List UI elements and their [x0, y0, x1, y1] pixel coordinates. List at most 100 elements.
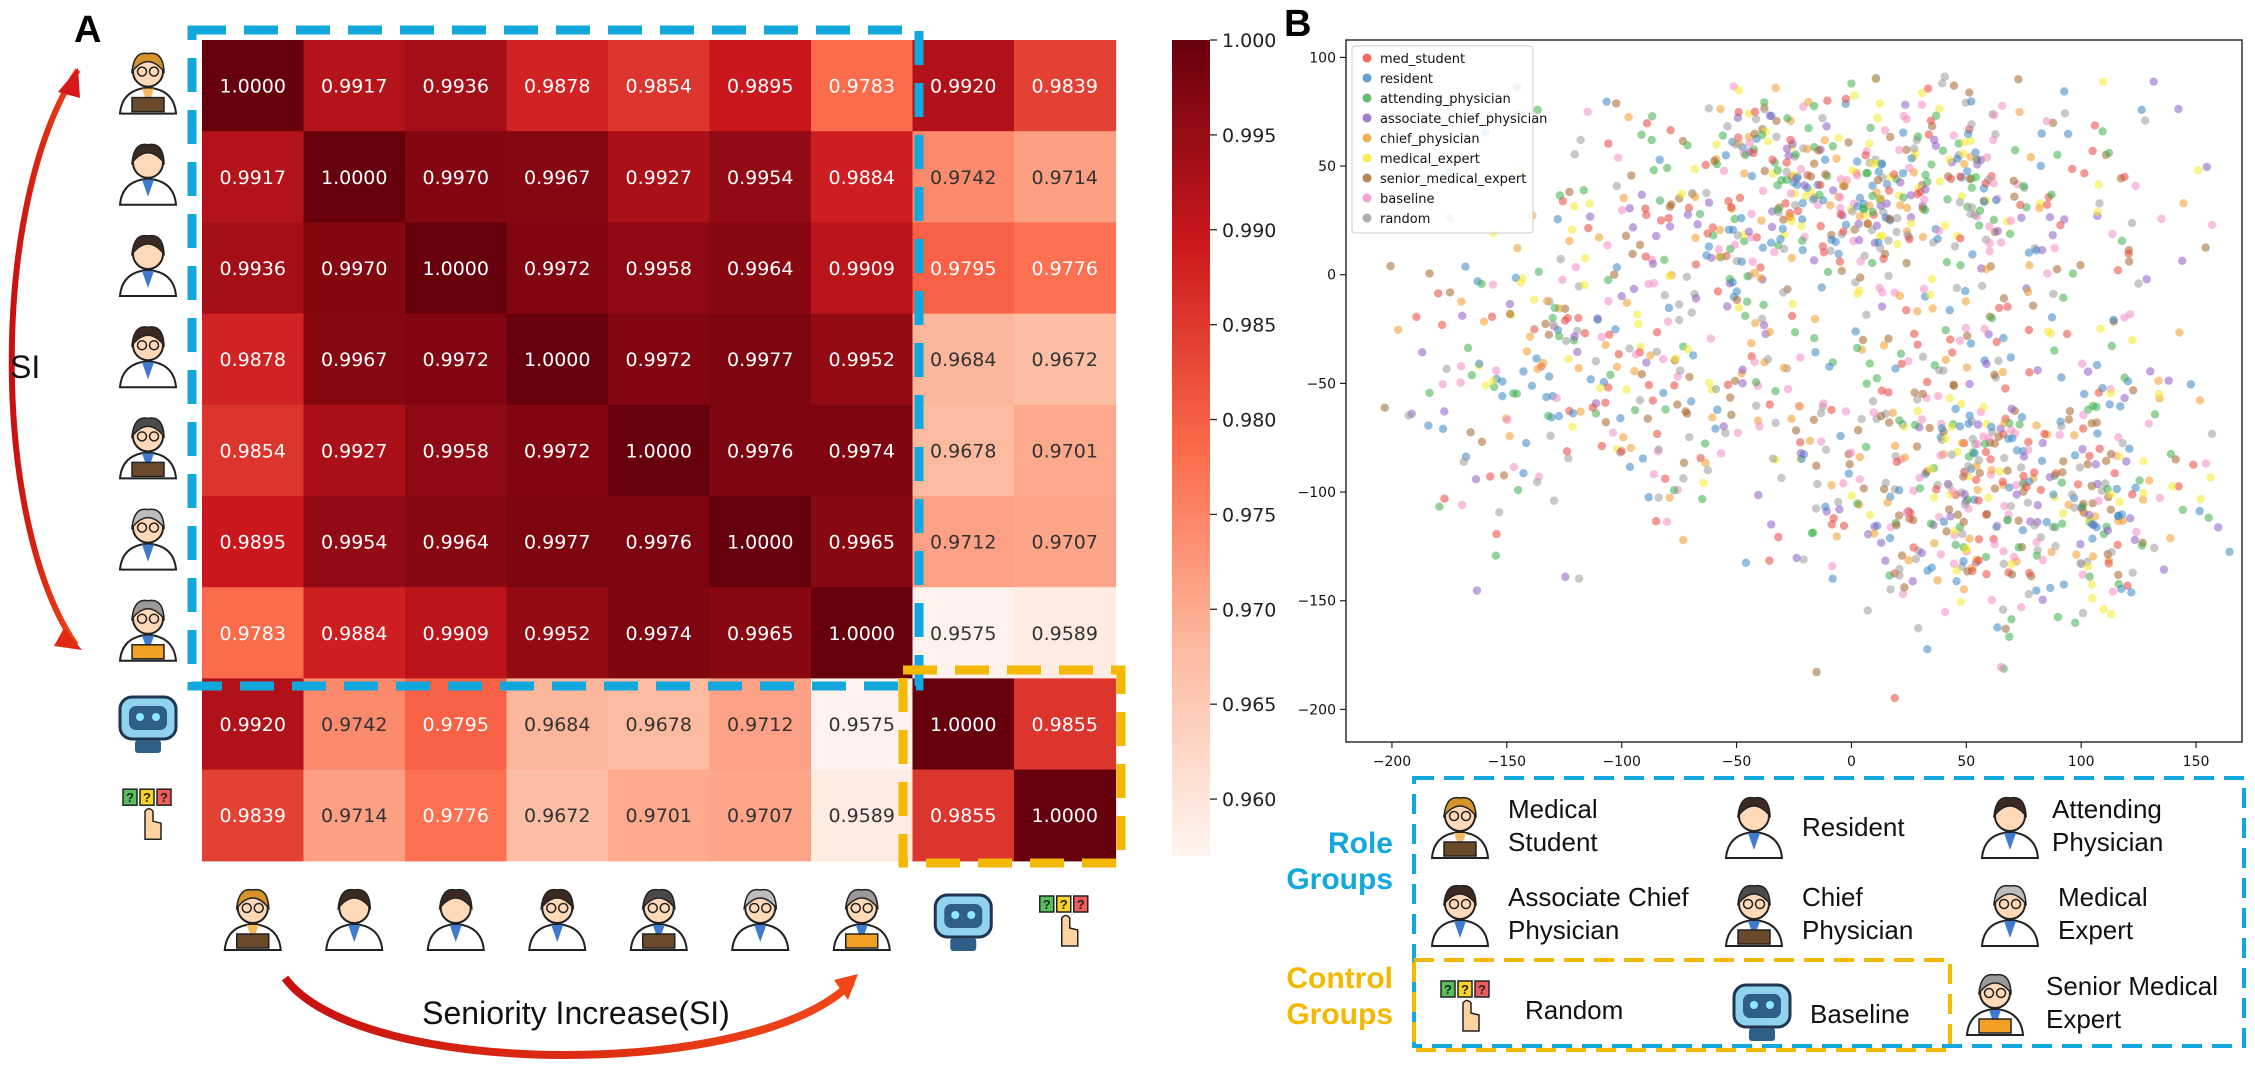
scatter-point-baseline [1990, 539, 2000, 549]
scatter-point-random [1779, 288, 1788, 297]
scatter-point-baseline [1747, 209, 1756, 219]
scatter-point-resident [1927, 563, 1936, 572]
y-tick-label: −100 [1298, 485, 1336, 501]
heatmap-cell [1014, 587, 1117, 679]
heatmap-cell [709, 769, 812, 862]
hair-icon [1443, 796, 1477, 819]
scatter-point-senior-medical-expert [2014, 516, 2023, 525]
scatter-point-random [1570, 150, 1579, 159]
group-key: Role Groups Control Groups MedicalStuden… [1286, 776, 2246, 1052]
scatter-point-resident [1498, 391, 1507, 401]
scatter-point-baseline [1936, 550, 1946, 559]
scatter-point-random [1751, 114, 1761, 124]
scatter-point-attending-physician [1751, 377, 1761, 387]
scatter-point-senior-medical-expert [1499, 471, 1509, 480]
scatter-point-random [1768, 454, 1778, 463]
scatter-point-chief-physician [2138, 495, 2148, 504]
scatter-point-chief-physician [2035, 203, 2044, 213]
scatter-point-medical-expert [1952, 566, 1961, 575]
scatter-point-resident [1737, 257, 1746, 266]
scatter-point-attending-physician [1910, 420, 1920, 430]
scatter-point-baseline [1842, 175, 1852, 185]
scatter-point-attending-physician [2150, 410, 2160, 419]
scatter-point-associate-chief-physician [1719, 422, 1728, 431]
scatter-point-senior-medical-expert [1750, 129, 1759, 138]
heatmap-cell-value: 0.9977 [727, 349, 793, 371]
scatter-point-baseline [1841, 407, 1851, 416]
heatmap-cell [912, 587, 1015, 679]
heatmap-cell-value: 0.9878 [524, 76, 590, 98]
heatmap-cell [405, 40, 508, 132]
scatter-point-medical-expert [1962, 544, 1971, 554]
scatter-point-senior-medical-expert [1859, 484, 1868, 493]
hair-icon [337, 888, 372, 911]
legend-box [1351, 45, 1534, 234]
scatter-point-chief-physician [1747, 339, 1756, 348]
scatter-point-attending-physician [2104, 148, 2114, 158]
scatter-point-baseline [1985, 238, 1994, 248]
robot-body-icon [1749, 1028, 1775, 1041]
scatter-point-attending-physician [1971, 173, 1981, 182]
scatter-point-associate-chief-physician [1881, 556, 1890, 565]
scatter-point-attending-physician [1885, 571, 1894, 580]
scatter-point-associate-chief-physician [2177, 256, 2187, 266]
scatter-point-med-student [2104, 559, 2113, 568]
scatter-point-med-student [1653, 429, 1662, 439]
scatter-point-chief-physician [2026, 153, 2036, 162]
scatter-point-medical-expert [1788, 299, 1797, 309]
scatter-point-med-student [2085, 451, 2094, 461]
scatter-point-med-student [1902, 306, 1911, 315]
scatter-point-attending-physician [2005, 632, 2014, 642]
scatter-point-associate-chief-physician [1946, 512, 1955, 521]
heatmap-cell [811, 496, 914, 588]
scatter-point-medical-expert [1956, 597, 1965, 607]
heatmap-cell [709, 222, 812, 315]
scatter-point-baseline [2006, 216, 2016, 225]
key-role-label-line2: Expert [2058, 915, 2134, 945]
heatmap-cell-value: 0.9972 [423, 349, 489, 371]
scatter-point-chief-physician [1740, 169, 1749, 178]
scatter-point-med-student [1913, 189, 1922, 199]
scatter-point-medical-expert [2046, 329, 2056, 338]
scatter-point-baseline [2131, 181, 2140, 191]
scatter-point-med-student [1750, 107, 1760, 117]
robot-eye-icon [136, 713, 144, 721]
row-icon [118, 599, 178, 662]
row-icon: ??? [122, 788, 172, 840]
scatter-point-random [2134, 279, 2143, 288]
scatter-point-senior-medical-expert [2076, 260, 2085, 270]
heatmap-cell [202, 587, 305, 679]
heatmap-cell [912, 40, 1015, 132]
scatter-point-associate-chief-physician [1965, 379, 1974, 389]
scatter-point-senior-medical-expert [1949, 381, 1959, 391]
panel-b-letter: B [1284, 3, 1311, 45]
heatmap-cell-value: 1.0000 [220, 76, 286, 98]
x-tick-label: 0 [1847, 754, 1856, 770]
glasses-icon [862, 902, 873, 914]
scatter-point-random [1702, 188, 1711, 198]
scatter-point-medical-expert [1984, 493, 1993, 502]
scatter-point-attending-physician [1865, 359, 1875, 368]
scatter-point-random [1733, 231, 1743, 240]
key-role-label: Medical [1508, 794, 1598, 824]
scatter-point-associate-chief-physician [1765, 111, 1775, 120]
scatter-point-chief-physician [1691, 233, 1700, 243]
legend-label: chief_physician [1380, 132, 1480, 147]
heatmap-cell-value: 0.9936 [423, 76, 489, 98]
scatter-point-baseline [1492, 366, 1501, 375]
scatter-point-medical-expert [1945, 155, 1954, 164]
scatter-point-resident [1961, 286, 1970, 296]
scatter-point-baseline [1608, 428, 1618, 437]
heatmap-cell-value: 0.9672 [1032, 349, 1098, 371]
scatter-point-chief-physician [1913, 307, 1922, 316]
scatter-point-resident [1877, 159, 1886, 168]
scatter-point-resident [1593, 315, 1602, 324]
scatter-point-random [1721, 428, 1730, 438]
scatter-ticks: −200 −150 −100 −50 0 50 100 150 100 50 0 −50 −100 −15… [1298, 50, 2210, 770]
scatter-point-med-student [1909, 329, 1919, 338]
scatter-point-med-student [1713, 287, 1723, 296]
scatter-point-attending-physician [1921, 170, 1930, 180]
row-icon [118, 326, 178, 389]
scatter-point-medical-expert [1596, 383, 1605, 393]
colorbar-tick-label: 0.985 [1222, 315, 1276, 337]
